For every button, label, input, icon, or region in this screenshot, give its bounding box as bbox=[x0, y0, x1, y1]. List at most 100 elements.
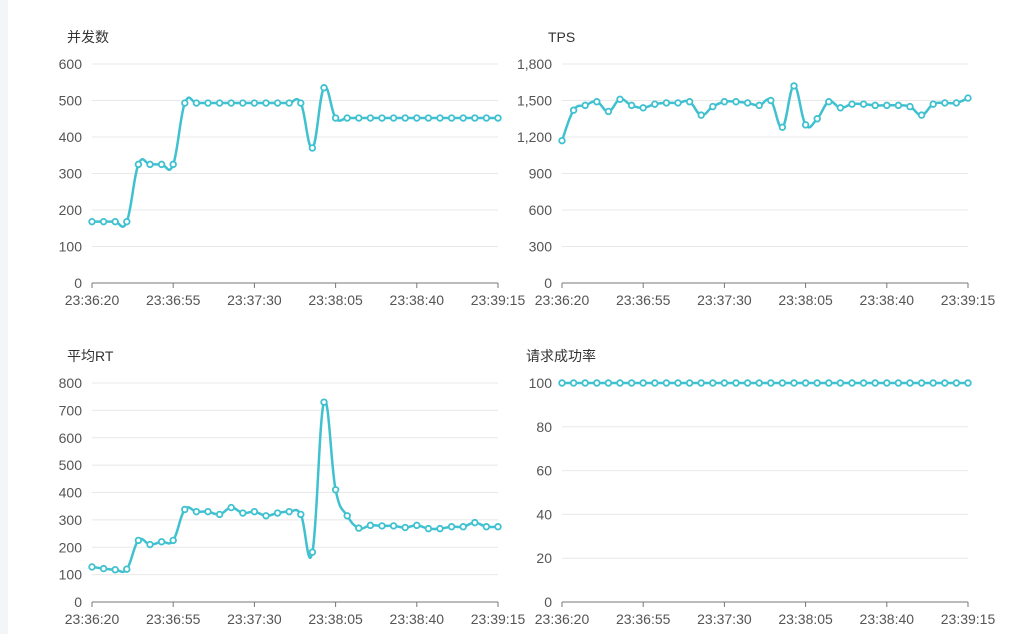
data-point[interactable] bbox=[801, 379, 810, 387]
data-point[interactable] bbox=[627, 101, 636, 110]
data-point[interactable] bbox=[320, 398, 328, 406]
data-point[interactable] bbox=[848, 379, 856, 387]
data-point[interactable] bbox=[366, 114, 375, 122]
data-point[interactable] bbox=[401, 523, 409, 532]
data-point[interactable] bbox=[227, 503, 235, 512]
data-point[interactable] bbox=[859, 100, 868, 108]
data-point[interactable] bbox=[906, 379, 914, 387]
data-point[interactable] bbox=[593, 98, 601, 106]
data-point[interactable] bbox=[447, 523, 456, 531]
data-point[interactable] bbox=[569, 379, 578, 387]
data-point[interactable] bbox=[424, 524, 433, 533]
data-point[interactable] bbox=[111, 565, 119, 574]
data-point[interactable] bbox=[285, 507, 293, 516]
data-point[interactable] bbox=[169, 536, 177, 545]
data-point[interactable] bbox=[767, 379, 775, 387]
data-point[interactable] bbox=[192, 507, 201, 516]
data-point[interactable] bbox=[436, 524, 444, 533]
data-point[interactable] bbox=[697, 111, 705, 119]
data-point[interactable] bbox=[111, 217, 119, 226]
data-point[interactable] bbox=[627, 379, 636, 387]
data-point[interactable] bbox=[285, 99, 293, 107]
data-point[interactable] bbox=[883, 101, 891, 110]
data-point[interactable] bbox=[732, 379, 740, 387]
data-point[interactable] bbox=[308, 548, 317, 556]
data-point[interactable] bbox=[952, 379, 961, 387]
data-point[interactable] bbox=[204, 99, 212, 107]
data-point[interactable] bbox=[674, 379, 682, 387]
data-point[interactable] bbox=[273, 99, 282, 107]
data-point[interactable] bbox=[639, 104, 647, 112]
data-point[interactable] bbox=[801, 121, 810, 129]
data-point[interactable] bbox=[123, 217, 131, 226]
data-point[interactable] bbox=[894, 379, 903, 387]
data-point[interactable] bbox=[273, 509, 282, 517]
data-point[interactable] bbox=[604, 379, 613, 387]
data-point[interactable] bbox=[941, 99, 949, 107]
data-point[interactable] bbox=[941, 379, 949, 387]
data-point[interactable] bbox=[378, 522, 386, 530]
data-point[interactable] bbox=[558, 136, 566, 145]
data-point[interactable] bbox=[558, 379, 566, 387]
data-point[interactable] bbox=[99, 217, 108, 226]
data-point[interactable] bbox=[709, 102, 717, 111]
data-point[interactable] bbox=[883, 379, 891, 387]
data-point[interactable] bbox=[871, 101, 879, 110]
data-point[interactable] bbox=[767, 96, 775, 105]
data-point[interactable] bbox=[720, 379, 729, 387]
data-point[interactable] bbox=[146, 540, 154, 549]
data-point[interactable] bbox=[250, 99, 259, 107]
data-point[interactable] bbox=[755, 379, 763, 387]
data-point[interactable] bbox=[964, 379, 972, 387]
data-point[interactable] bbox=[604, 107, 613, 116]
data-point[interactable] bbox=[651, 379, 659, 387]
data-point[interactable] bbox=[297, 99, 305, 107]
data-point[interactable] bbox=[157, 160, 166, 169]
data-point[interactable] bbox=[825, 98, 833, 106]
data-point[interactable] bbox=[471, 114, 479, 122]
data-point[interactable] bbox=[639, 379, 647, 387]
data-point[interactable] bbox=[123, 565, 131, 573]
data-point[interactable] bbox=[88, 563, 96, 571]
data-point[interactable] bbox=[494, 114, 502, 122]
data-point[interactable] bbox=[331, 486, 340, 494]
data-point[interactable] bbox=[871, 379, 879, 387]
data-point[interactable] bbox=[413, 114, 421, 122]
data-point[interactable] bbox=[778, 123, 787, 131]
data-point[interactable] bbox=[581, 379, 589, 387]
data-point[interactable] bbox=[320, 84, 328, 92]
data-point[interactable] bbox=[308, 144, 317, 152]
data-point[interactable] bbox=[181, 99, 189, 107]
data-point[interactable] bbox=[157, 538, 166, 546]
data-point[interactable] bbox=[331, 114, 340, 122]
data-point[interactable] bbox=[790, 379, 798, 387]
data-point[interactable] bbox=[964, 94, 972, 102]
data-point[interactable] bbox=[297, 510, 305, 519]
data-point[interactable] bbox=[720, 98, 729, 106]
data-point[interactable] bbox=[778, 379, 787, 387]
data-point[interactable] bbox=[755, 101, 763, 110]
data-point[interactable] bbox=[134, 160, 143, 169]
data-point[interactable] bbox=[709, 379, 717, 387]
data-point[interactable] bbox=[581, 101, 589, 110]
data-point[interactable] bbox=[743, 99, 752, 107]
data-point[interactable] bbox=[569, 106, 578, 114]
data-point[interactable] bbox=[952, 99, 961, 107]
data-point[interactable] bbox=[401, 114, 409, 122]
data-point[interactable] bbox=[146, 160, 154, 169]
data-point[interactable] bbox=[215, 510, 224, 519]
data-point[interactable] bbox=[494, 523, 502, 531]
data-point[interactable] bbox=[378, 114, 386, 122]
data-point[interactable] bbox=[192, 99, 201, 107]
data-point[interactable] bbox=[181, 505, 189, 514]
data-point[interactable] bbox=[413, 521, 421, 530]
data-point[interactable] bbox=[732, 98, 740, 106]
data-point[interactable] bbox=[355, 524, 363, 532]
data-point[interactable] bbox=[685, 379, 694, 387]
data-point[interactable] bbox=[917, 111, 926, 119]
data-point[interactable] bbox=[239, 99, 247, 107]
data-point[interactable] bbox=[424, 114, 433, 122]
data-point[interactable] bbox=[227, 99, 235, 107]
data-point[interactable] bbox=[471, 518, 479, 527]
data-point[interactable] bbox=[929, 100, 937, 108]
